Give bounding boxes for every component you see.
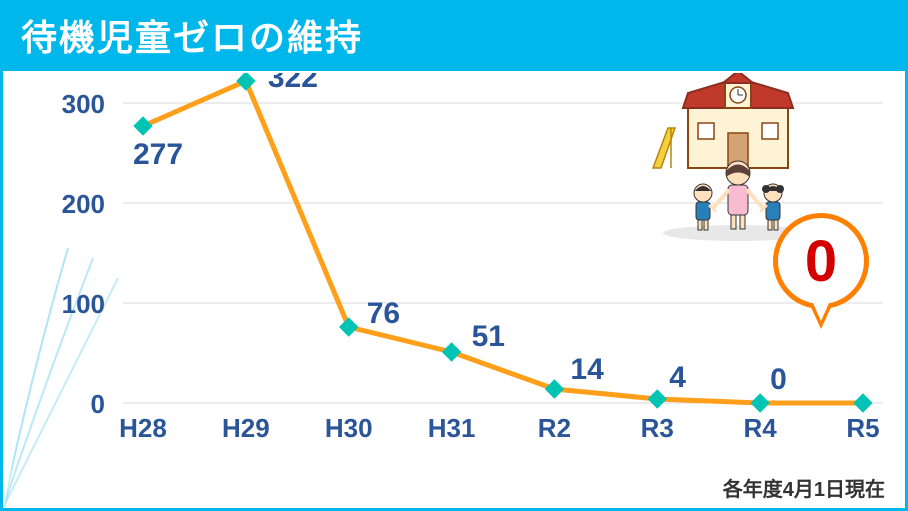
x-tick-label: H28	[119, 413, 167, 443]
callout-bubble: 0	[773, 213, 869, 309]
value-label: 277	[133, 138, 183, 171]
value-label: 0	[770, 363, 787, 396]
data-marker	[237, 73, 255, 90]
value-label: 14	[570, 353, 604, 386]
data-marker	[854, 394, 872, 412]
data-marker	[545, 380, 563, 398]
callout-tail-inner	[813, 303, 829, 321]
footer-note: 各年度4月1日現在	[723, 473, 885, 502]
data-marker	[134, 117, 152, 135]
y-tick-label: 100	[62, 289, 105, 319]
x-tick-label: R4	[744, 413, 778, 443]
y-tick-label: 0	[91, 389, 105, 419]
value-label: 51	[472, 320, 505, 353]
x-tick-label: H30	[325, 413, 373, 443]
value-label: 76	[367, 297, 400, 330]
value-label: 4	[669, 361, 686, 394]
data-marker	[443, 343, 461, 361]
callout-value: 0	[805, 228, 837, 295]
data-marker	[648, 390, 666, 408]
value-label: 322	[268, 73, 318, 94]
x-tick-label: R5	[846, 413, 879, 443]
x-tick-label: H29	[222, 413, 270, 443]
x-tick-label: H31	[428, 413, 476, 443]
slide: 待機児童ゼロの維持 0 100 200 300 277 322 76 51 14 4 0 H28 H29…	[0, 0, 908, 511]
y-tick-label: 200	[62, 189, 105, 219]
data-marker	[340, 318, 358, 336]
y-tick-label: 300	[62, 89, 105, 119]
x-tick-label: R3	[641, 413, 674, 443]
data-marker	[751, 394, 769, 412]
x-tick-label: R2	[538, 413, 571, 443]
page-title: 待機児童ゼロの維持	[3, 3, 905, 71]
